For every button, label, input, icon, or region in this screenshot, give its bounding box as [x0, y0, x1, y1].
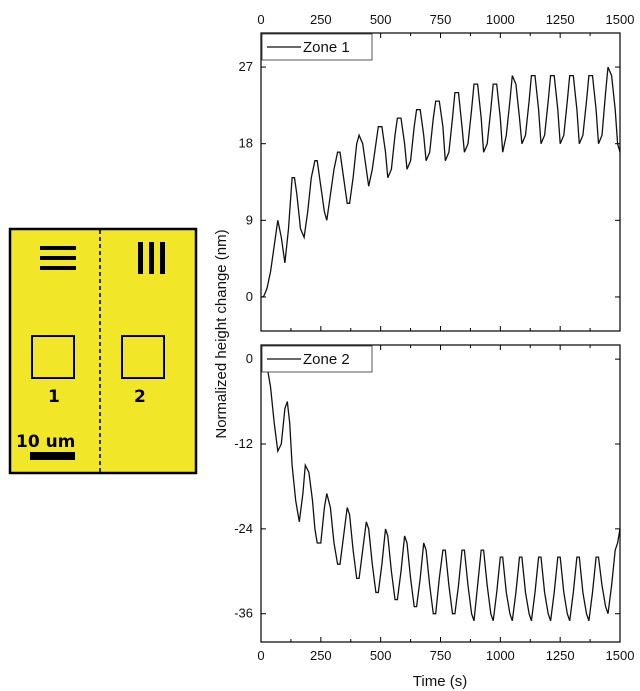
zone-2-label: 2 [134, 387, 146, 407]
legend-label: Zone 1 [303, 39, 350, 56]
x-tick-label: 500 [370, 12, 392, 27]
panel-zone-2: 0 250 500 750 1000 1250 1500 0 -12 -24 -36 Zone 2 [234, 344, 635, 663]
x-tick-label: 1500 [606, 12, 635, 27]
x-tick-label: 1000 [486, 12, 515, 27]
x-tick-label: 750 [430, 12, 452, 27]
vertical-grating-icon [138, 242, 165, 274]
y-tick-label: 0 [246, 351, 253, 366]
y-tick-label: -12 [234, 436, 253, 451]
y-tick-label: -36 [234, 606, 253, 621]
x-tick-label: 1250 [546, 648, 575, 663]
x-tick-label: 250 [310, 12, 332, 27]
y-tick-label: 0 [246, 289, 253, 304]
zone-2-square [121, 335, 165, 379]
x-tick-label: 250 [310, 648, 332, 663]
scale-bar-label: 10 um [16, 432, 75, 452]
plot-frame [260, 32, 621, 332]
legend: Zone 1 [261, 33, 373, 61]
y-axis-title: Normalized height change (nm) [213, 229, 230, 438]
plot-frame [260, 344, 621, 643]
x-axis-title: Time (s) [413, 673, 467, 690]
y-tick-label: -24 [234, 521, 253, 536]
x-tick-label: 1500 [606, 648, 635, 663]
y-tick-label: 9 [246, 212, 253, 227]
legend-label: Zone 2 [303, 351, 350, 368]
horizontal-grating-icon [40, 246, 76, 270]
x-tick-label: 500 [370, 648, 392, 663]
y-tick-label: 27 [239, 59, 253, 74]
x-tick-label: 0 [257, 648, 264, 663]
zone-1-line [261, 66, 621, 298]
scale-bar [30, 452, 75, 460]
x-tick-label: 1250 [546, 12, 575, 27]
y-tick-label: 18 [239, 136, 253, 151]
zone-1-square [31, 335, 75, 379]
zone-2-line [261, 358, 621, 622]
x-tick-label: 750 [430, 648, 452, 663]
x-tick-label: 1000 [486, 648, 515, 663]
zone-1-label: 1 [48, 387, 60, 407]
panel-zone-1: 0 250 500 750 1000 1250 1500 0 9 18 27 Zone 1 [239, 12, 635, 332]
sample-schematic: 1 2 10 um [8, 227, 198, 475]
legend: Zone 2 [261, 345, 373, 373]
x-tick-label: 0 [257, 12, 264, 27]
